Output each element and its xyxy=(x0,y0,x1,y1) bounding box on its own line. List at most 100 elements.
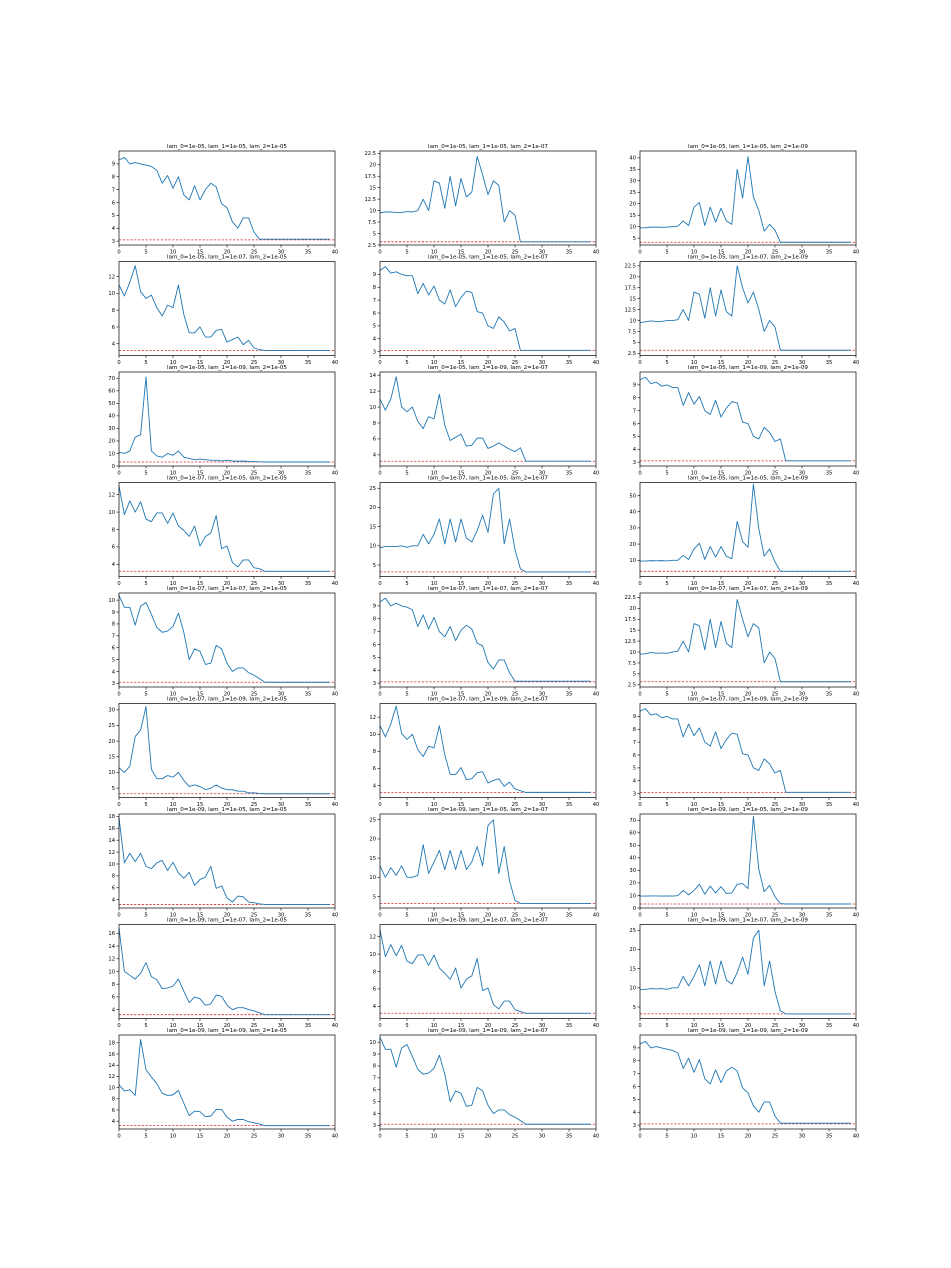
y-tick-label: 50 xyxy=(629,843,636,849)
series-line xyxy=(640,483,851,572)
x-tick-label: 0 xyxy=(378,471,381,477)
x-tick-label: 40 xyxy=(332,360,339,366)
y-tick-label: 17.5 xyxy=(364,174,376,180)
x-tick-label: 20 xyxy=(745,471,752,477)
y-tick-label: 9 xyxy=(633,383,636,389)
y-tick-label: 10 xyxy=(369,544,376,550)
x-tick-label: 30 xyxy=(278,471,285,477)
x-tick-label: 20 xyxy=(224,802,231,808)
x-tick-label: 20 xyxy=(224,1023,231,1029)
x-tick-label: 0 xyxy=(117,250,120,256)
x-tick-label: 30 xyxy=(799,1134,806,1140)
subplot-title: lam_0=1e-09, lam_1=1e-07, lam_2=1e-05 xyxy=(167,918,287,924)
y-tick-label: 20 xyxy=(629,881,636,887)
y-tick-label: 15 xyxy=(629,296,636,302)
y-tick-label: 20 xyxy=(369,505,376,511)
y-tick-label: 7.5 xyxy=(368,220,376,226)
subplot-title: lam_0=1e-05, lam_1=1e-05, lam_2=1e-05 xyxy=(167,144,287,150)
x-tick-label: 30 xyxy=(278,913,285,919)
x-tick-label: 10 xyxy=(170,802,177,808)
x-tick-label: 25 xyxy=(772,913,779,919)
axes-frame xyxy=(639,261,857,356)
x-tick-label: 20 xyxy=(224,913,231,919)
y-tick-label: 70 xyxy=(629,818,636,824)
x-tick-label: 20 xyxy=(745,802,752,808)
x-tick-label: 5 xyxy=(405,692,408,698)
subplot-21: lam_0=1e-09, lam_1=1e-05, lam_2=1e-09 0 5 1… xyxy=(629,807,859,919)
y-tick-label: 8 xyxy=(633,396,636,402)
axes-frame xyxy=(639,813,857,909)
y-tick-label: 30 xyxy=(629,868,636,874)
x-tick-label: 35 xyxy=(305,1023,312,1029)
x-tick-label: 15 xyxy=(197,471,204,477)
subplot-title: lam_0=1e-09, lam_1=1e-09, lam_2=1e-05 xyxy=(167,1028,287,1034)
axes-frame xyxy=(379,592,597,688)
y-tick-label: 4 xyxy=(112,1119,116,1125)
y-tick-label: 18 xyxy=(108,1041,115,1047)
x-tick-label: 35 xyxy=(305,802,312,808)
x-tick-label: 5 xyxy=(665,471,668,477)
x-tick-label: 40 xyxy=(593,802,600,808)
y-tick-label: 10 xyxy=(629,650,636,656)
series-line xyxy=(118,817,330,905)
x-tick-label: 35 xyxy=(826,581,833,587)
y-tick-label: 8 xyxy=(373,617,376,623)
x-tick-label: 30 xyxy=(799,913,806,919)
x-tick-label: 35 xyxy=(305,471,312,477)
y-tick-label: 50 xyxy=(629,493,636,499)
y-tick-label: 3 xyxy=(373,681,376,687)
x-tick-label: 35 xyxy=(566,1023,573,1029)
axes-frame xyxy=(379,371,597,467)
x-tick-label: 30 xyxy=(539,250,546,256)
y-tick-label: 4 xyxy=(633,779,637,785)
y-tick-label: 6 xyxy=(373,642,376,648)
x-tick-label: 20 xyxy=(485,581,492,587)
x-tick-label: 25 xyxy=(512,913,519,919)
y-tick-label: 4 xyxy=(112,562,116,568)
axes-frame xyxy=(379,924,597,1019)
y-tick-label: 20 xyxy=(629,202,636,208)
x-tick-label: 0 xyxy=(378,581,381,587)
y-tick-label: 15 xyxy=(629,628,636,634)
x-tick-label: 25 xyxy=(251,250,258,256)
x-tick-label: 40 xyxy=(853,692,860,698)
x-tick-label: 10 xyxy=(170,1134,177,1140)
y-tick-label: 10 xyxy=(108,1085,115,1091)
x-tick-label: 25 xyxy=(772,1134,779,1140)
subplot-title: lam_0=1e-05, lam_1=1e-05, lam_2=1e-09 xyxy=(688,144,808,150)
y-tick-label: 6 xyxy=(112,886,115,892)
y-tick-label: 6 xyxy=(373,437,376,443)
x-tick-label: 40 xyxy=(593,692,600,698)
axes-frame xyxy=(118,261,336,356)
series-line xyxy=(118,156,330,240)
x-tick-label: 30 xyxy=(278,360,285,366)
series-line xyxy=(639,376,851,462)
x-tick-label: 5 xyxy=(665,802,668,808)
y-tick-label: 2.5 xyxy=(628,683,636,689)
x-tick-label: 5 xyxy=(144,692,147,698)
x-tick-label: 0 xyxy=(638,360,641,366)
subplot-title: lam_0=1e-05, lam_1=1e-07, lam_2=1e-05 xyxy=(167,255,287,261)
series-line xyxy=(640,816,851,905)
series-line xyxy=(639,929,851,1015)
series-line xyxy=(379,266,591,351)
x-tick-label: 5 xyxy=(665,913,668,919)
series-line xyxy=(379,487,591,573)
x-tick-label: 30 xyxy=(278,1023,285,1029)
y-tick-label: 10 xyxy=(108,862,115,868)
subplot-23: lam_0=1e-09, lam_1=1e-07, lam_2=1e-07 0 5 1… xyxy=(369,918,599,1030)
y-tick-label: 22.5 xyxy=(624,595,636,601)
y-tick-label: 5 xyxy=(373,324,376,330)
x-tick-label: 0 xyxy=(378,802,381,808)
x-tick-label: 15 xyxy=(458,802,465,808)
subplot-26: lam_0=1e-09, lam_1=1e-09, lam_2=1e-07 0 5 1… xyxy=(369,1028,599,1140)
y-tick-label: 12 xyxy=(108,957,115,963)
x-tick-label: 20 xyxy=(224,1134,231,1140)
x-tick-label: 0 xyxy=(117,360,120,366)
x-tick-label: 10 xyxy=(170,692,177,698)
x-tick-label: 30 xyxy=(278,692,285,698)
y-tick-label: 8 xyxy=(112,982,115,988)
x-tick-label: 30 xyxy=(799,471,806,477)
x-tick-label: 5 xyxy=(144,1023,147,1029)
